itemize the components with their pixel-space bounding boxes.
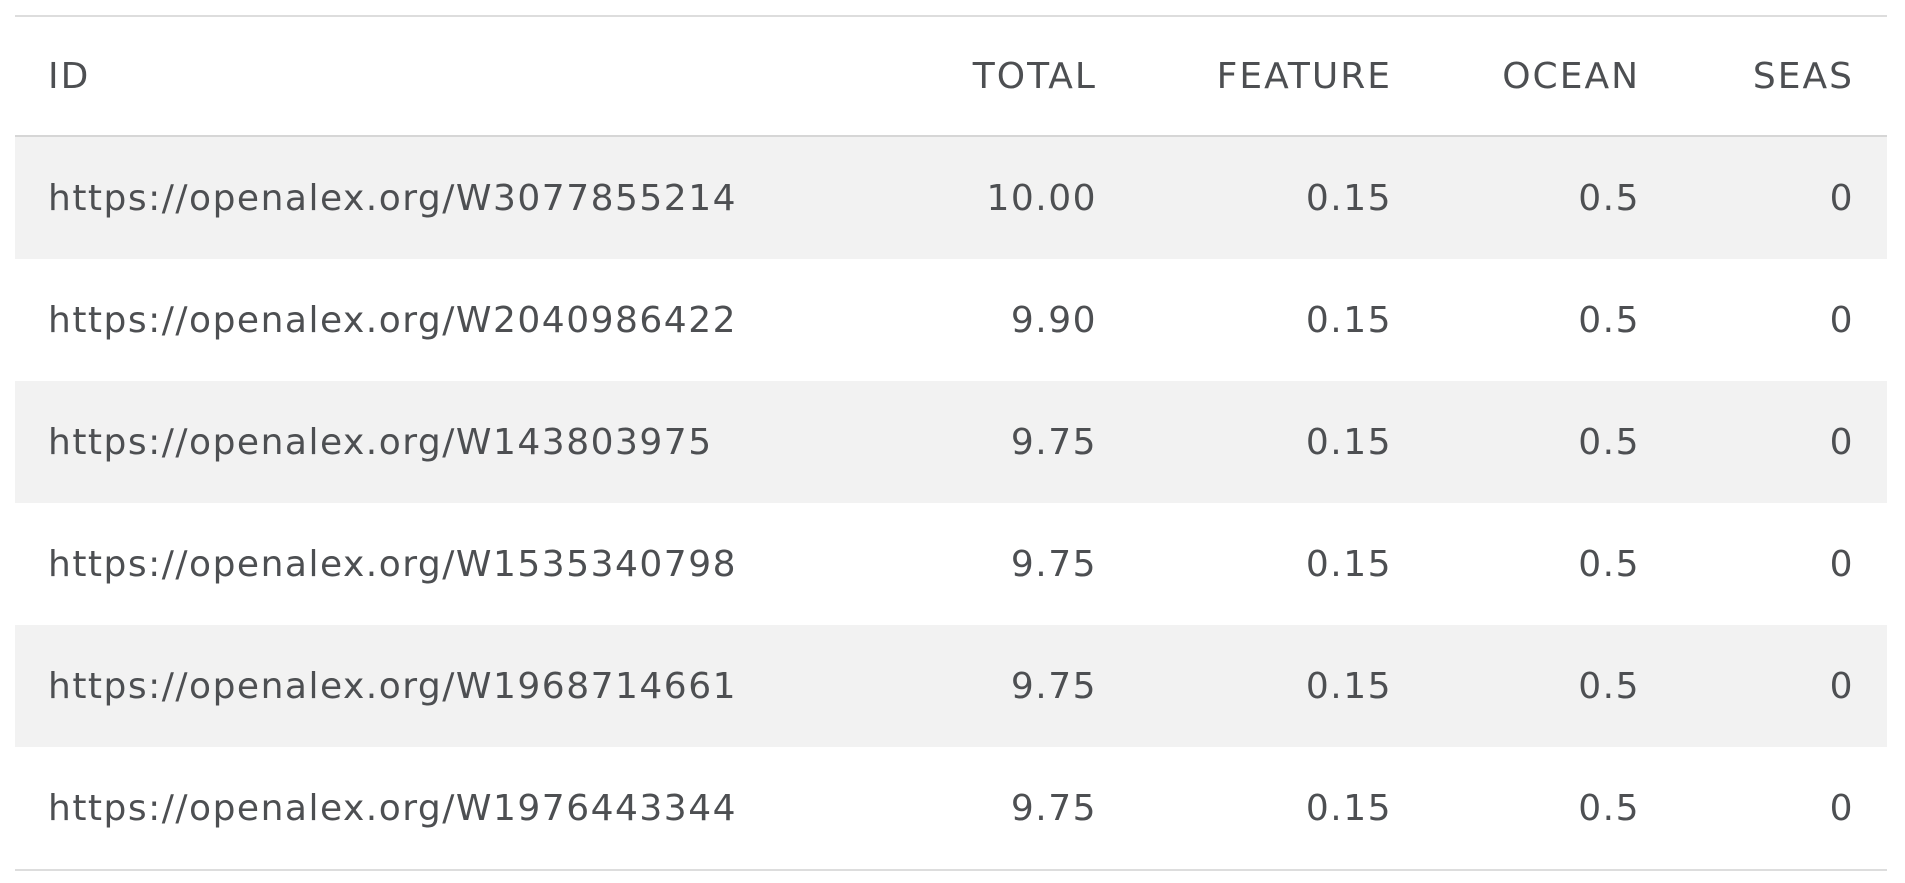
- cell-total: 10.00: [930, 136, 1130, 259]
- cell-seas: 0: [1673, 381, 1887, 503]
- cell-ocean: 0.5: [1425, 381, 1673, 503]
- cell-id: https://openalex.org/W143803975: [15, 381, 930, 503]
- cell-seas: 0: [1673, 503, 1887, 625]
- cell-feature: 0.15: [1130, 747, 1425, 870]
- cell-id: https://openalex.org/W2040986422: [15, 259, 930, 381]
- column-header-id[interactable]: ID: [15, 16, 930, 137]
- results-table-container: ID TOTAL FEATURE OCEAN SEAS https://open…: [15, 15, 1887, 871]
- cell-id: https://openalex.org/W3077855214: [15, 136, 930, 259]
- table-header: ID TOTAL FEATURE OCEAN SEAS: [15, 16, 1887, 137]
- table-row: https://openalex.org/W143803975 9.75 0.1…: [15, 381, 1887, 503]
- column-header-seas[interactable]: SEAS: [1673, 16, 1887, 137]
- table-row: https://openalex.org/W3077855214 10.00 0…: [15, 136, 1887, 259]
- cell-total: 9.75: [930, 625, 1130, 747]
- cell-feature: 0.15: [1130, 259, 1425, 381]
- header-row: ID TOTAL FEATURE OCEAN SEAS: [15, 16, 1887, 137]
- cell-seas: 0: [1673, 259, 1887, 381]
- cell-ocean: 0.5: [1425, 503, 1673, 625]
- cell-ocean: 0.5: [1425, 136, 1673, 259]
- cell-ocean: 0.5: [1425, 625, 1673, 747]
- cell-id: https://openalex.org/W1976443344: [15, 747, 930, 870]
- cell-feature: 0.15: [1130, 625, 1425, 747]
- cell-feature: 0.15: [1130, 381, 1425, 503]
- column-header-feature[interactable]: FEATURE: [1130, 16, 1425, 137]
- cell-ocean: 0.5: [1425, 747, 1673, 870]
- cell-total: 9.75: [930, 381, 1130, 503]
- results-table: ID TOTAL FEATURE OCEAN SEAS https://open…: [15, 15, 1887, 871]
- table-row: https://openalex.org/W1535340798 9.75 0.…: [15, 503, 1887, 625]
- cell-id: https://openalex.org/W1535340798: [15, 503, 930, 625]
- cell-feature: 0.15: [1130, 503, 1425, 625]
- table-row: https://openalex.org/W1968714661 9.75 0.…: [15, 625, 1887, 747]
- cell-total: 9.90: [930, 259, 1130, 381]
- table-row: https://openalex.org/W1976443344 9.75 0.…: [15, 747, 1887, 870]
- cell-seas: 0: [1673, 747, 1887, 870]
- cell-seas: 0: [1673, 136, 1887, 259]
- cell-total: 9.75: [930, 503, 1130, 625]
- column-header-total[interactable]: TOTAL: [930, 16, 1130, 137]
- cell-ocean: 0.5: [1425, 259, 1673, 381]
- cell-seas: 0: [1673, 625, 1887, 747]
- cell-feature: 0.15: [1130, 136, 1425, 259]
- table-row: https://openalex.org/W2040986422 9.90 0.…: [15, 259, 1887, 381]
- cell-total: 9.75: [930, 747, 1130, 870]
- cell-id: https://openalex.org/W1968714661: [15, 625, 930, 747]
- table-body: https://openalex.org/W3077855214 10.00 0…: [15, 136, 1887, 870]
- column-header-ocean[interactable]: OCEAN: [1425, 16, 1673, 137]
